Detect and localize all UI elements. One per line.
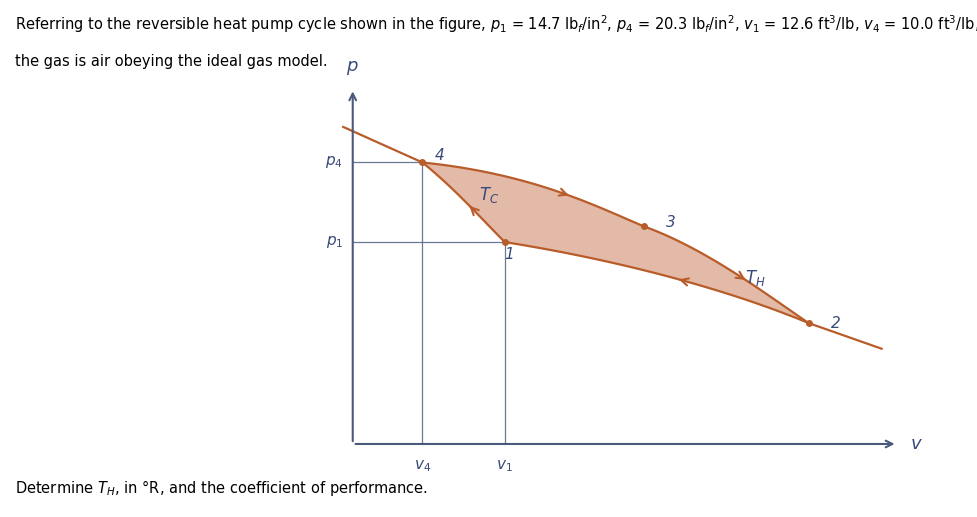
Text: 2: 2 (830, 315, 840, 331)
Text: $v_4$: $v_4$ (413, 458, 431, 474)
Polygon shape (422, 162, 808, 323)
Text: the gas is air obeying the ideal gas model.: the gas is air obeying the ideal gas mod… (15, 54, 327, 69)
Text: Referring to the reversible heat pump cycle shown in the figure, $p_1$ = 14.7 lb: Referring to the reversible heat pump cy… (15, 13, 977, 35)
Text: $T_C$: $T_C$ (479, 185, 499, 205)
Text: $p_4$: $p_4$ (325, 155, 343, 171)
Text: 3: 3 (665, 215, 675, 230)
Text: $p_1$: $p_1$ (325, 234, 343, 250)
Text: $v_1$: $v_1$ (496, 458, 513, 474)
Text: 4: 4 (435, 148, 445, 163)
Text: Determine $T_H$, in °R, and the coefficient of performance.: Determine $T_H$, in °R, and the coeffici… (15, 478, 427, 498)
Text: $p$: $p$ (346, 59, 359, 77)
Text: $T_H$: $T_H$ (744, 268, 765, 287)
Text: 1: 1 (504, 247, 514, 263)
Text: $v$: $v$ (910, 435, 922, 453)
